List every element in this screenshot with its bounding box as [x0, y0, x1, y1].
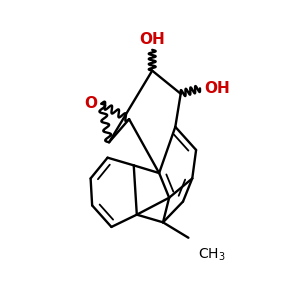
Text: OH: OH: [204, 81, 230, 96]
Text: OH: OH: [139, 32, 165, 47]
Text: O: O: [84, 96, 97, 111]
Text: CH$_3$: CH$_3$: [198, 247, 225, 263]
